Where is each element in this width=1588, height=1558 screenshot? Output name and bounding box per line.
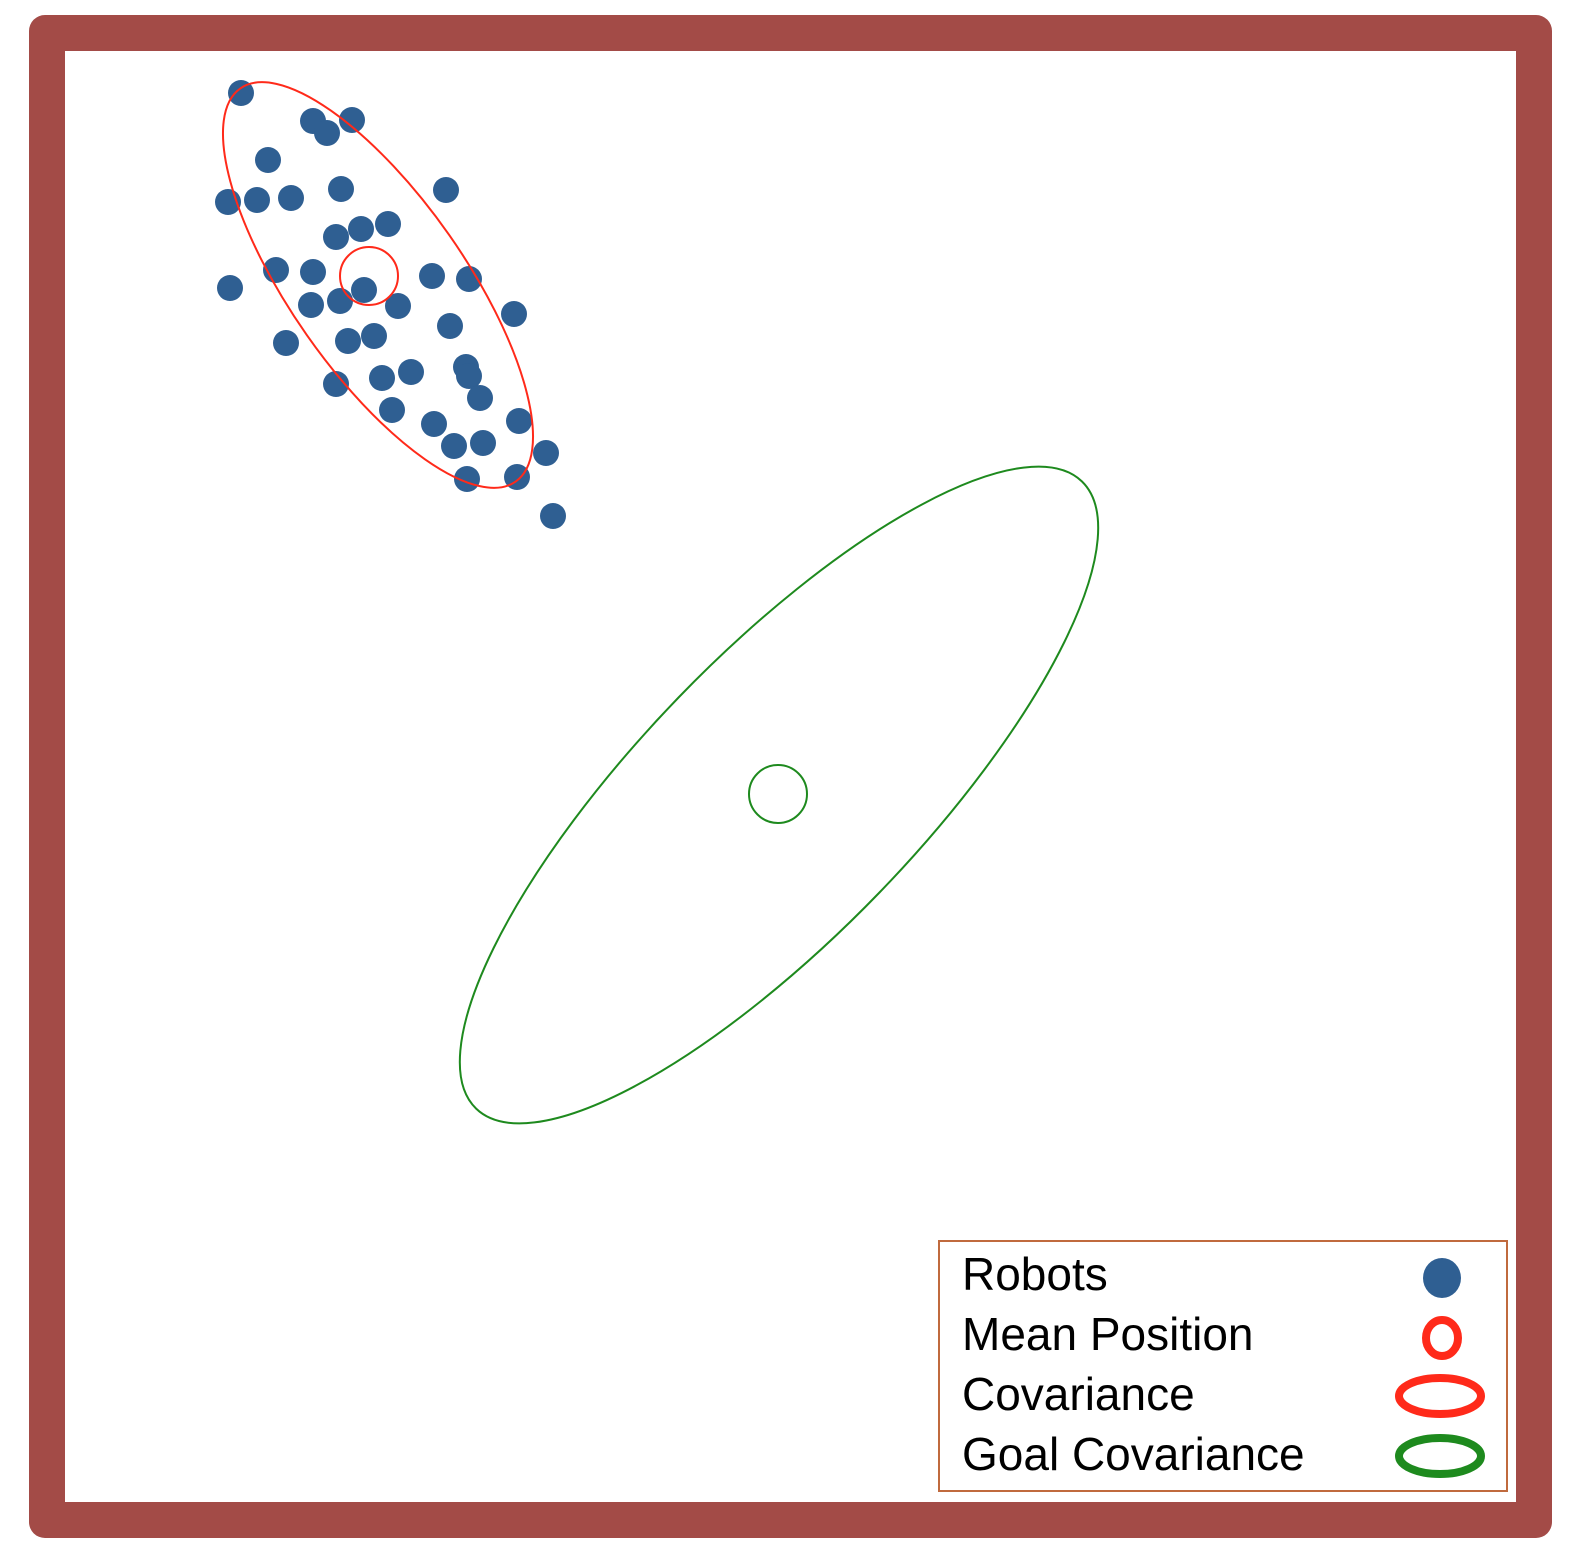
robot-dot [327,288,353,314]
arena-frame [29,15,1552,1538]
robot-dot [467,385,493,411]
robot-dot [217,275,243,301]
robot-dot [540,503,566,529]
robot-dot [228,80,254,106]
robot-dot [335,328,361,354]
legend-item-goal-covariance: Goal Covariance [940,1426,1506,1486]
robot-dot [300,259,326,285]
legend-item-covariance: Covariance [940,1366,1506,1426]
robot-dot [278,185,304,211]
robot-dot [339,107,365,133]
legend-item-mean-position: Mean Position [940,1306,1506,1366]
robot-dot [244,187,270,213]
robot-dot [506,408,532,434]
robot-dot [421,411,447,437]
goal-ellipse-icon [1395,1434,1485,1478]
legend-label-mean-position: Mean Position [962,1308,1254,1360]
robot-dot [433,177,459,203]
robot-dot [501,301,527,327]
robot-dot [470,430,496,456]
robot-dot [328,176,354,202]
robot-dot [369,365,395,391]
robot-dot [398,359,424,385]
robot-dot-icon [1423,1258,1461,1298]
robot-dot [385,293,411,319]
robots-layer [215,80,566,529]
robot-dot [298,292,324,318]
robot-dot [379,397,405,423]
goal-covariance-ellipse [458,465,1100,1125]
legend-label-robots: Robots [962,1248,1108,1300]
legend-label-covariance: Covariance [962,1368,1195,1420]
robot-dot [323,371,349,397]
goal-mean-marker [748,764,808,824]
robot-dot [361,323,387,349]
robot-dot [348,216,374,242]
legend: Robots Mean Position Covariance Goal Cov… [938,1240,1508,1492]
robot-dot [273,330,299,356]
mean-ring-icon [1422,1316,1462,1360]
robot-dot [456,266,482,292]
legend-label-goal-covariance: Goal Covariance [962,1428,1305,1480]
robot-dot [533,440,559,466]
robot-dot [314,120,340,146]
legend-item-robots: Robots [940,1246,1506,1306]
robot-dot [375,211,401,237]
robot-dot [255,147,281,173]
covariance-ellipse-icon [1395,1374,1485,1418]
robot-dot [437,313,463,339]
mean-position-marker [339,246,399,306]
robot-dot [323,224,349,250]
robot-dot [351,277,377,303]
robot-dot [419,263,445,289]
robot-dot [441,433,467,459]
covariance-ellipse [221,81,535,489]
robot-dot [456,363,482,389]
